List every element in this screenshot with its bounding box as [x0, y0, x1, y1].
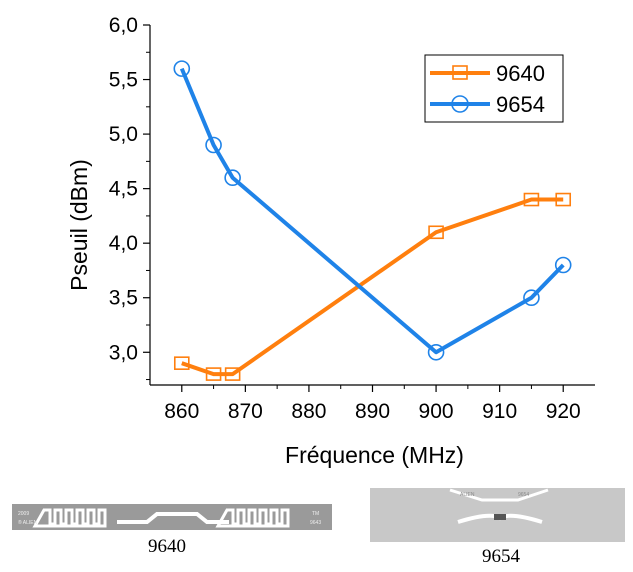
data-point-9654	[554, 256, 572, 274]
data-point-9654	[523, 289, 540, 307]
tag-9654-photo: ALIEN 9654	[370, 488, 625, 542]
chart-legend: 9640 9654	[424, 54, 564, 123]
tag-9640-text-1: ® ALIEN	[18, 519, 38, 526]
x-tick-label: 900	[419, 400, 454, 423]
tag-9640-photo: 2009 ® ALIEN TM 9643	[12, 502, 332, 532]
legend-marker-9654	[451, 95, 469, 113]
tag-9640-text-0: 2009	[18, 511, 29, 517]
data-point-9640	[555, 192, 572, 207]
y-tick-label: 5,0	[109, 123, 138, 146]
x-tick-label: 910	[482, 400, 517, 423]
y-tick-label: 3,0	[109, 341, 138, 364]
y-tick-label: 3,5	[109, 287, 138, 310]
legend-label-9654: 9654	[496, 92, 545, 117]
data-point-9640	[173, 356, 190, 370]
legend-box	[424, 54, 564, 123]
data-point-9654	[427, 343, 445, 361]
data-point-9654	[224, 169, 241, 187]
y-tick-label: 5,5	[109, 69, 138, 92]
y-tick-label: 4,5	[109, 178, 138, 201]
x-axis-title: Fréquence (MHz)	[285, 442, 464, 468]
legend-label-9640: 9640	[496, 61, 545, 86]
tag-9654-text-0: ALIEN	[460, 492, 475, 498]
data-point-9654	[205, 136, 222, 154]
tag-9654-text-1: 9654	[518, 492, 529, 498]
data-point-9640	[428, 225, 444, 240]
legend-marker-9640	[452, 65, 468, 80]
data-point-9640	[205, 367, 222, 381]
data-point-9640	[224, 367, 241, 381]
alien-9654-rfid-tag-photo: ALIEN 9654	[370, 488, 625, 542]
y-tick-label: 4,0	[109, 232, 138, 255]
x-tick-label: 870	[228, 400, 263, 423]
tag-9640-text-3: 9643	[310, 520, 321, 526]
data-point-9654	[173, 60, 191, 77]
chart-axes: 3,0 3,5 4,0 4,5 5,0 5,5 6,0 860 870 880 890 900 910 9…	[66, 14, 595, 468]
y-axis-title: Pseuil (dBm)	[66, 159, 92, 291]
alien-9640-rfid-tag-photo: 2009 ® ALIEN TM 9643	[12, 504, 332, 530]
tag-9640-text-2: TM	[312, 511, 319, 517]
tag-9640-caption: 9640	[148, 536, 186, 557]
x-tick-label: 880	[291, 400, 326, 423]
y-tick-label: 6,0	[109, 14, 138, 37]
line-chart: 3,0 3,5 4,0 4,5 5,0 5,5 6,0 860 870 880 890 900 910 9…	[66, 14, 595, 468]
x-tick-label: 920	[546, 400, 581, 423]
tag-9654-caption: 9654	[482, 546, 520, 567]
data-point-9640	[523, 192, 540, 207]
chart-series	[173, 60, 572, 381]
x-tick-label: 890	[355, 400, 390, 423]
series-line-9640	[181, 197, 564, 377]
x-tick-label: 860	[164, 400, 199, 423]
